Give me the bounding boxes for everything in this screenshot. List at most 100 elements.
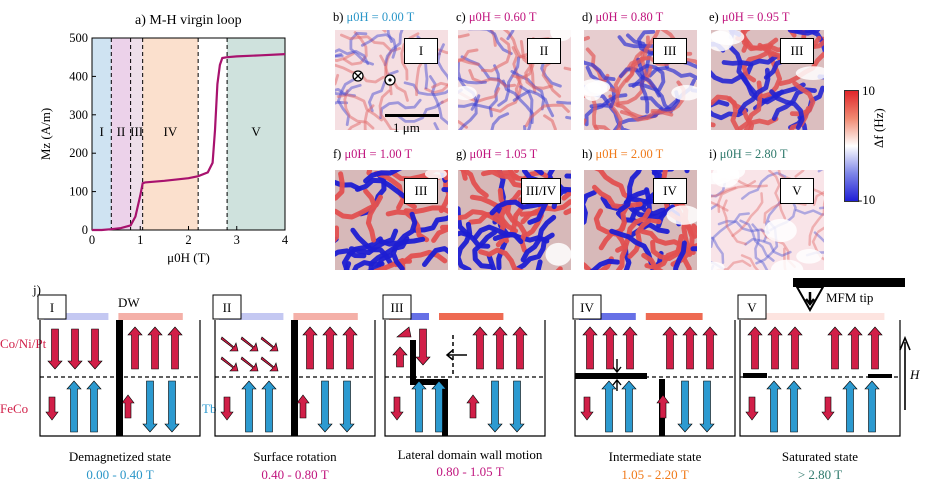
- domain-wall: [116, 320, 123, 436]
- domain-stripe: [378, 211, 418, 247]
- down-arrow: [487, 380, 503, 433]
- y-tick-label: 300: [69, 108, 88, 122]
- domain-stripe: [386, 30, 393, 43]
- domain-stripe: [335, 248, 367, 259]
- region-box: II: [527, 38, 561, 64]
- domain-stripe: [458, 77, 487, 85]
- domain-stripe: [594, 170, 635, 202]
- saturated-patch: [545, 242, 571, 266]
- domain-stripe: [711, 186, 737, 198]
- domain-stripe: [438, 170, 448, 214]
- up-arrow: [747, 326, 763, 370]
- cross-mark: [354, 72, 362, 80]
- domain-stripe: [489, 199, 544, 216]
- domain-stripe: [458, 102, 492, 110]
- region-box: [382, 294, 412, 320]
- state-panel: IV: [572, 294, 736, 437]
- saturated-patch: [424, 170, 447, 180]
- domain-stripe: [335, 179, 362, 192]
- domain-stripe: [391, 170, 446, 182]
- domain-stripe: [641, 252, 664, 270]
- up-arrow: [767, 326, 783, 370]
- domain-stripe: [428, 75, 448, 125]
- saturated-patch: [764, 218, 797, 243]
- state-panel: II: [212, 294, 376, 437]
- mfm-panel-title: g) μ0H = 1.05 T: [456, 147, 537, 162]
- domain-stripe: [335, 52, 355, 62]
- domain-stripe: [721, 54, 778, 67]
- mfm-panel-title: h) μ0H = 2.00 T: [582, 147, 663, 162]
- down-arrow: [164, 380, 180, 433]
- up-arrow: [842, 380, 858, 433]
- up-arrow: [342, 326, 358, 370]
- region-box: III: [653, 38, 687, 64]
- panel-letter: d): [582, 10, 593, 24]
- mfm-panel-title: c) μ0H = 0.60 T: [456, 10, 537, 25]
- y-tick-label: 0: [82, 223, 88, 237]
- panel-letter: b): [333, 10, 344, 24]
- domain-stripe: [422, 246, 448, 267]
- series-line: [92, 53, 286, 232]
- region-label: IV: [164, 124, 178, 139]
- domain-stripe: [403, 81, 448, 96]
- domain-stripe: [593, 124, 611, 130]
- domain-stripe: [335, 83, 362, 96]
- domain-stripe: [592, 184, 643, 210]
- domain-stripe: [373, 258, 412, 270]
- domain-stripe: [684, 57, 697, 65]
- domain-stripe: [412, 215, 448, 233]
- up-arrow: [602, 326, 618, 370]
- domain-stripe: [472, 224, 524, 245]
- domain-stripe: [390, 236, 426, 270]
- mfm-panel-title: i) μ0H = 2.80 T: [709, 147, 787, 162]
- up-arrow: [621, 380, 637, 433]
- domain-stripe: [335, 100, 349, 105]
- domain-stripe: [403, 205, 448, 215]
- domain-stripe: [458, 209, 508, 229]
- region-label: IV: [580, 300, 594, 315]
- region-label: II: [117, 124, 126, 139]
- region-band: [142, 38, 199, 230]
- mfm-contrast-bar: [293, 313, 358, 320]
- domain-stripe: [795, 208, 824, 216]
- saturated-patch: [711, 30, 745, 45]
- up-arrow: [392, 346, 408, 368]
- down-arrow: [821, 396, 835, 421]
- domain-stripe: [490, 75, 523, 113]
- domain-stripe: [711, 212, 750, 248]
- field-direction-symbols: [352, 70, 396, 86]
- domain-stripe: [617, 170, 642, 213]
- domain-stripe: [354, 177, 407, 199]
- mfm-contrast-bar: [579, 313, 636, 320]
- up-arrow: [702, 326, 718, 370]
- domain-stripe: [617, 65, 653, 106]
- tip-magnet-arrow: [805, 292, 815, 307]
- domain-stripe: [613, 230, 628, 270]
- scale-bar-label: 1 μm: [393, 120, 420, 135]
- region-box: I: [404, 38, 438, 64]
- panel-letter: i): [709, 147, 717, 161]
- colorbar-max: 10: [862, 83, 875, 98]
- tilted-arrow: [240, 356, 259, 372]
- colorbar-label: Δf (Hz): [871, 108, 886, 148]
- down-arrow: [220, 396, 234, 421]
- x-tick-label: 4: [282, 233, 289, 247]
- domain-stripe: [741, 43, 773, 83]
- domain-stripe: [740, 171, 787, 200]
- domain-stripe: [378, 89, 399, 130]
- panel-letter: e): [709, 10, 719, 24]
- state-range: 1.05 - 2.20 T: [621, 467, 689, 482]
- tilted-arrow: [396, 326, 412, 338]
- mfm-image: [458, 30, 571, 130]
- y-tick-label: 200: [69, 146, 88, 160]
- mfm-panel-title: b) μ0H = 0.00 T: [333, 10, 414, 25]
- up-arrow: [847, 326, 863, 370]
- domain-stripe: [649, 250, 664, 270]
- domain-stripe: [519, 85, 534, 130]
- saturated-patch: [671, 85, 697, 101]
- domain-stripe: [715, 259, 752, 270]
- state-range: > 2.80 T: [797, 467, 843, 482]
- saturated-patch: [796, 249, 823, 264]
- chart-title: a) M-H virgin loop: [135, 13, 242, 28]
- saturated-patch: [666, 205, 697, 225]
